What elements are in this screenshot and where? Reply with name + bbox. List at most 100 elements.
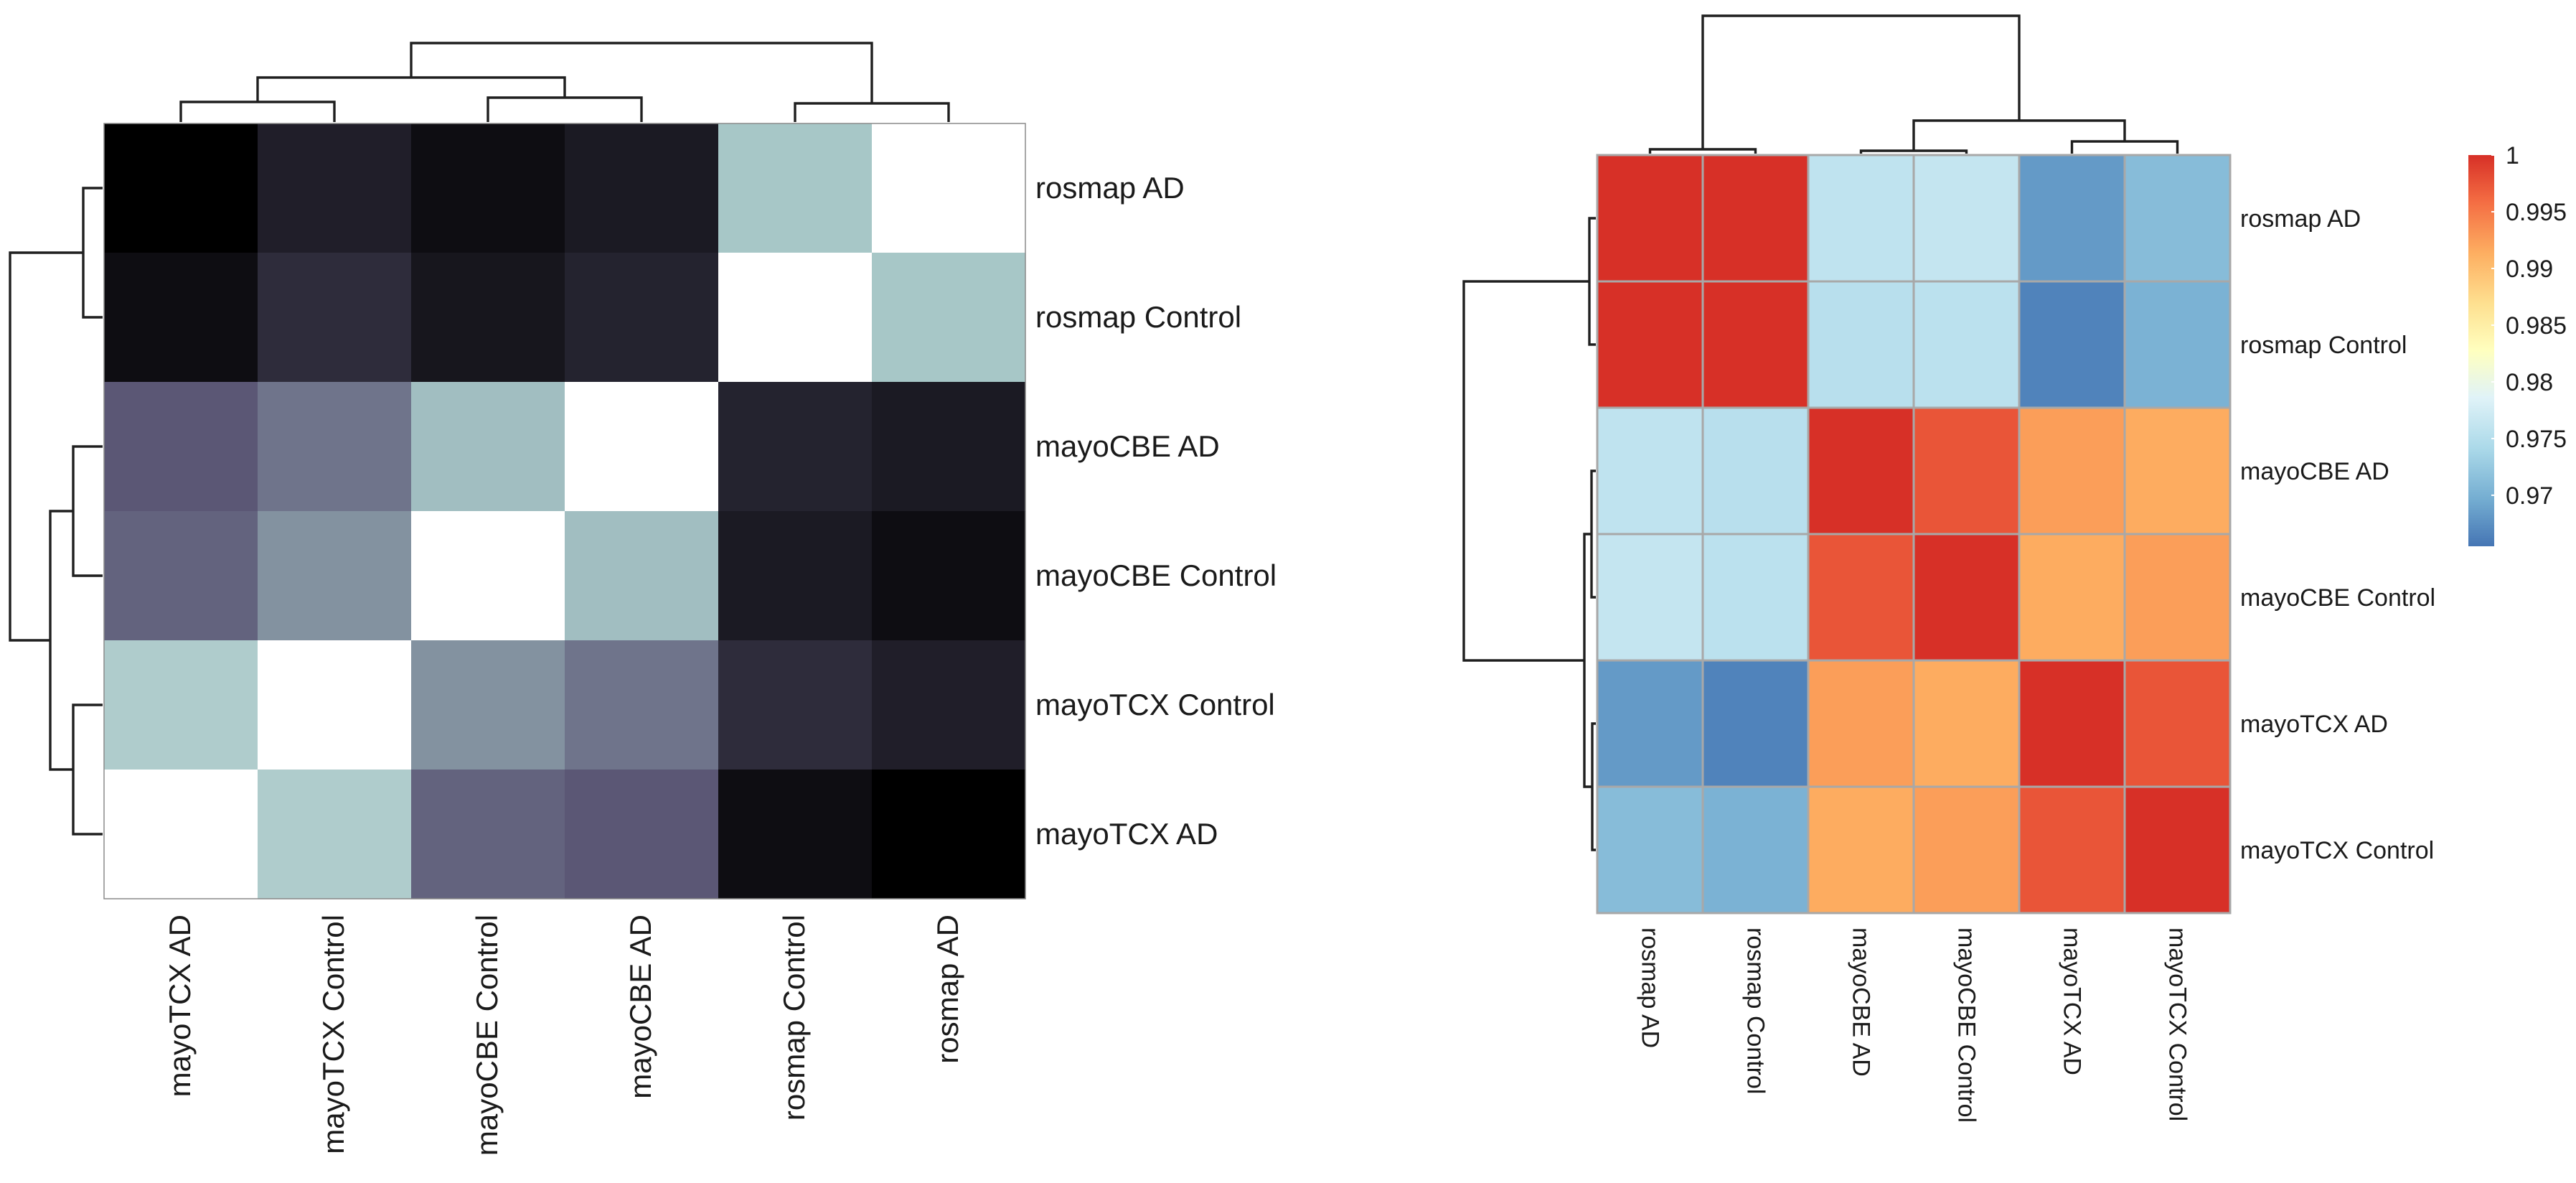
heatmap-cell	[1701, 659, 1810, 788]
heatmap-cell	[1807, 533, 1915, 662]
heatmap-cell	[411, 382, 565, 512]
heatmap-cell	[1596, 785, 1704, 915]
heatmap-cell	[411, 253, 565, 383]
row-dendro-link	[1588, 217, 1596, 346]
heatmap-cell	[258, 253, 412, 383]
heatmap-cell	[718, 123, 873, 253]
row-dendro-link	[82, 187, 103, 319]
heatmap-cell	[872, 382, 1026, 512]
heatmap-cell	[411, 640, 565, 770]
heatmap-cell	[872, 640, 1026, 770]
heatmap-cell	[258, 640, 412, 770]
heatmap-cell	[2123, 154, 2232, 283]
col-label-mayotcx-control: mayoTCX Control	[2164, 927, 2191, 1121]
col-label-mayocbe-ad: mayoCBE AD	[624, 915, 657, 1099]
heatmap-cell	[411, 511, 565, 641]
heatmap-cell	[2018, 533, 2126, 662]
heatmap-cell	[872, 253, 1026, 383]
col-dendro-link	[1701, 14, 2021, 149]
row-label-rosmap-ad: rosmap AD	[2240, 205, 2361, 233]
heatmap-cell	[258, 123, 412, 253]
heatmap-cell	[2018, 659, 2126, 788]
heatmap-cell	[1596, 154, 1704, 283]
heatmap-cell	[1701, 533, 1810, 662]
heatmap-cell	[1596, 280, 1704, 409]
colorbar-tick-label: 0.98	[2506, 369, 2553, 396]
heatmap-cell	[872, 770, 1026, 899]
heatmap-cell	[1807, 280, 1915, 409]
col-dendro-link	[1912, 119, 2126, 151]
row-label-mayocbe-ad: mayoCBE AD	[2240, 458, 2389, 485]
col-label-mayocbe-ad: mayoCBE AD	[1848, 927, 1875, 1077]
heatmap-cell	[258, 770, 412, 899]
col-label-rosmap-control: rosmap Control	[777, 915, 811, 1121]
row-dendro-link	[72, 445, 103, 577]
heatmap-cell	[1596, 533, 1704, 662]
heatmap-cell	[2123, 659, 2232, 788]
heatmap-cell	[1807, 406, 1915, 536]
heatmap-cell	[872, 511, 1026, 641]
heatmap-cell	[1807, 659, 1915, 788]
heatmap-cell	[1596, 406, 1704, 536]
colorbar-tick-label: 0.985	[2506, 312, 2567, 340]
row-dendro-link	[1590, 469, 1596, 599]
row-label-rosmap-control: rosmap Control	[1035, 300, 1241, 334]
row-label-mayotcx-control: mayoTCX Control	[2240, 837, 2434, 864]
row-dendro-link	[1462, 280, 1589, 662]
heatmap-cell	[411, 123, 565, 253]
heatmap-cell	[1912, 406, 2021, 536]
heatmap-cell	[1912, 533, 2021, 662]
heatmap-frame	[103, 123, 1026, 899]
heatmap-cell	[718, 640, 873, 770]
col-label-mayotcx-control: mayoTCX Control	[316, 915, 350, 1154]
col-label-rosmap-ad: rosmap AD	[931, 915, 964, 1064]
col-dendro-link	[410, 42, 873, 103]
heatmap-cell	[2018, 785, 2126, 915]
heatmap-cell	[1807, 785, 1915, 915]
colorbar-tick-label: 0.995	[2506, 199, 2567, 226]
row-dendro-link	[49, 510, 73, 771]
right-heatmap: rosmap AD rosmap Control mayoCBE AD mayoCBE…	[1462, 14, 2567, 1123]
col-label-mayocbe-control: mayoCBE Control	[1953, 927, 1980, 1123]
colorbar-tick-label: 0.97	[2506, 482, 2553, 510]
heatmap-cell	[2018, 406, 2126, 536]
col-dendro-link	[1648, 148, 1757, 154]
heatmap-cell	[411, 770, 565, 899]
col-label-rosmap-control: rosmap Control	[1742, 927, 1769, 1094]
heatmap-cell	[2123, 406, 2232, 536]
heatmap-cell	[1596, 659, 1704, 788]
heatmap-cell	[1701, 154, 1810, 283]
heatmap-cell	[104, 770, 258, 899]
heatmap-cell	[565, 123, 719, 253]
heatmap-cell	[565, 770, 719, 899]
heatmap-cell	[104, 253, 258, 383]
heatmap-cell	[1912, 280, 2021, 409]
row-label-mayotcx-ad: mayoTCX AD	[1035, 817, 1218, 851]
row-dendro-link	[1591, 722, 1596, 851]
col-dendro-link	[2070, 140, 2179, 154]
col-dendro-link	[179, 100, 336, 122]
heatmap-cell	[565, 511, 719, 641]
colorbar-tick-label: 0.99	[2506, 256, 2553, 283]
row-label-rosmap-control: rosmap Control	[2240, 332, 2407, 359]
colorbar	[2468, 155, 2494, 546]
row-label-mayocbe-control: mayoCBE Control	[1035, 558, 1277, 592]
heatmap-cell	[2123, 280, 2232, 409]
col-dendro-link	[794, 102, 950, 122]
row-dendro-link	[72, 703, 103, 836]
colorbar-tick-label: 0.975	[2506, 426, 2567, 453]
col-label-mayotcx-ad: mayoTCX AD	[163, 915, 197, 1097]
row-label-mayotcx-ad: mayoTCX AD	[2240, 711, 2388, 738]
heatmap-cell	[1701, 406, 1810, 536]
row-label-rosmap-ad: rosmap AD	[1035, 171, 1185, 205]
heatmap-cell	[104, 511, 258, 641]
heatmap-cell	[872, 123, 1026, 253]
heatmap-cell	[1807, 154, 1915, 283]
heatmap-cell	[1912, 659, 2021, 788]
col-label-mayocbe-control: mayoCBE Control	[470, 915, 504, 1156]
heatmap-cell	[718, 382, 873, 512]
heatmap-cell	[565, 382, 719, 512]
heatmap-cell	[718, 253, 873, 383]
col-label-mayotcx-ad: mayoTCX AD	[2059, 927, 2086, 1075]
